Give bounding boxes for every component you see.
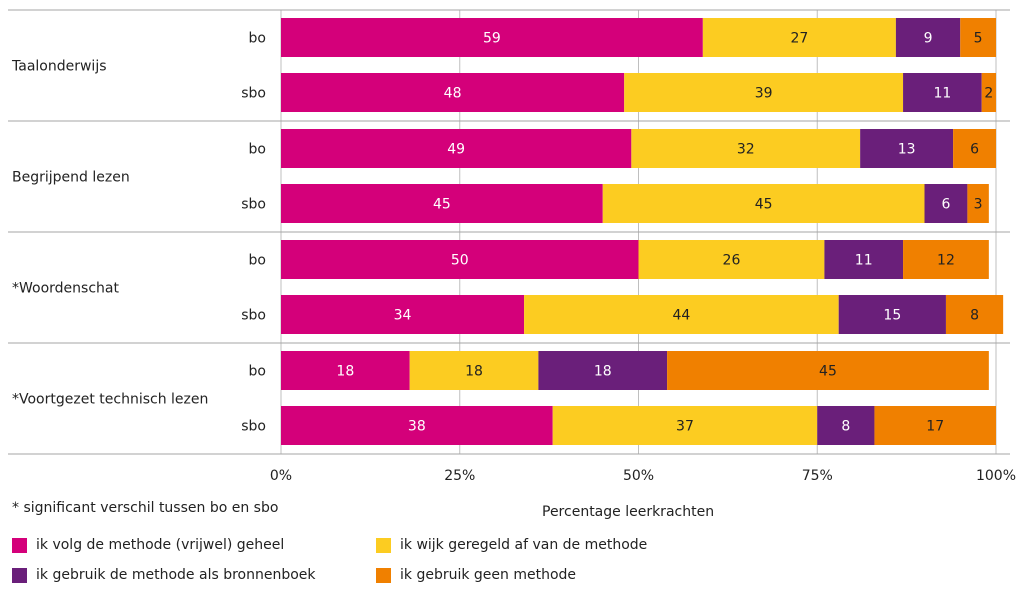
bar-segment	[638, 240, 825, 279]
bar-segment	[409, 351, 539, 390]
group-label: Begrijpend lezen	[12, 170, 130, 186]
group-label: Taalonderwijs	[11, 59, 107, 75]
legend-item-3: ik gebruik de methode als bronnenboek	[12, 567, 316, 583]
bar-segment	[281, 73, 625, 112]
bar-segment	[860, 129, 954, 168]
data-label: 49	[447, 142, 465, 158]
bar-segment	[903, 73, 982, 112]
legend-swatch-4	[376, 567, 391, 583]
data-label: 15	[883, 308, 901, 324]
x-axis-title: Percentage leerkrachten	[542, 504, 715, 520]
row-label: sbo	[241, 86, 266, 102]
row-label: bo	[249, 364, 266, 380]
data-label: 11	[933, 86, 951, 102]
bar-segment	[281, 129, 632, 168]
data-label: 44	[672, 308, 690, 324]
data-label: 34	[394, 308, 412, 324]
row-label: bo	[249, 253, 266, 269]
bar-segment	[281, 406, 553, 445]
bar-segment	[903, 240, 989, 279]
bar-segment	[281, 240, 639, 279]
bar-segment	[953, 129, 996, 168]
x-tick-label: 75%	[802, 468, 833, 484]
data-label: 8	[970, 308, 979, 324]
data-label: 48	[444, 86, 462, 102]
data-label: 39	[755, 86, 773, 102]
bar-segment	[538, 351, 668, 390]
data-label: 18	[594, 364, 612, 380]
row-label: sbo	[241, 419, 266, 435]
group-label: *Woordenschat	[12, 281, 119, 297]
legend-label-3: ik gebruik de methode als bronnenboek	[36, 567, 316, 583]
data-label: 8	[841, 419, 850, 435]
data-label: 45	[819, 364, 837, 380]
row-label: bo	[249, 31, 266, 47]
data-label: 26	[723, 253, 741, 269]
data-label: 50	[451, 253, 469, 269]
data-label: 12	[937, 253, 955, 269]
bar-segment	[281, 295, 525, 334]
bar-segment	[281, 351, 410, 390]
legend-label-4: ik gebruik geen methode	[400, 567, 577, 583]
bar-segment	[874, 406, 996, 445]
bar-segment	[631, 129, 861, 168]
data-label: 37	[676, 419, 694, 435]
data-label: 9	[924, 31, 933, 47]
data-label: 5	[974, 31, 983, 47]
row-label: sbo	[241, 308, 266, 324]
bar-segment	[702, 18, 896, 57]
bar-segment	[817, 406, 875, 445]
x-tick-label: 50%	[623, 468, 654, 484]
bar-segment	[960, 18, 996, 57]
bar-segment	[667, 351, 989, 390]
data-label: 27	[790, 31, 808, 47]
bar-segment	[981, 73, 996, 112]
bar-segment	[281, 18, 703, 57]
legend-swatch-3	[12, 567, 27, 583]
legend-item-1: ik volg de methode (vrijwel) geheel	[12, 537, 284, 553]
data-label: 2	[984, 86, 993, 102]
legend-label-2: ik wijk geregeld af van de methode	[400, 537, 648, 553]
data-label: 18	[465, 364, 483, 380]
row-label: bo	[249, 142, 266, 158]
row-label: sbo	[241, 197, 266, 213]
data-label: 59	[483, 31, 501, 47]
bar-segment	[281, 184, 603, 223]
data-label: 32	[737, 142, 755, 158]
bar-segment	[524, 295, 839, 334]
legend-item-2: ik wijk geregeld af van de methode	[376, 537, 647, 553]
data-label: 6	[941, 197, 950, 213]
legend-label-1: ik volg de methode (vrijwel) geheel	[36, 537, 285, 553]
data-label: 18	[336, 364, 354, 380]
x-tick-label: 25%	[444, 468, 475, 484]
x-tick-label: 0%	[270, 468, 292, 484]
stacked-bar-chart: 0% 25% 50% 75% 100% Taalonderwijs bo 59 27 9 5 sbo 4…	[8, 9, 1016, 484]
bar-segment	[945, 295, 1004, 334]
data-label: 45	[755, 197, 773, 213]
legend-item-4: ik gebruik geen methode	[376, 567, 576, 583]
data-label: 3	[974, 197, 983, 213]
group-label: *Voortgezet technisch lezen	[12, 392, 208, 408]
data-label: 17	[926, 419, 944, 435]
data-label: 13	[898, 142, 916, 158]
bar-segment	[624, 73, 904, 112]
legend-swatch-1	[12, 537, 27, 553]
data-label: 45	[433, 197, 451, 213]
bar-segment	[895, 18, 961, 57]
bar-segment	[924, 184, 968, 223]
bar-segment	[824, 240, 904, 279]
data-label: 6	[970, 142, 979, 158]
bar-segment	[838, 295, 946, 334]
data-label: 38	[408, 419, 426, 435]
x-tick-label: 100%	[976, 468, 1016, 484]
data-label: 11	[855, 253, 873, 269]
bar-segment	[967, 184, 989, 223]
footnote: * significant verschil tussen bo en sbo	[12, 500, 279, 516]
bar-segment	[602, 184, 925, 223]
legend-swatch-2	[376, 537, 391, 553]
bar-segment	[552, 406, 818, 445]
